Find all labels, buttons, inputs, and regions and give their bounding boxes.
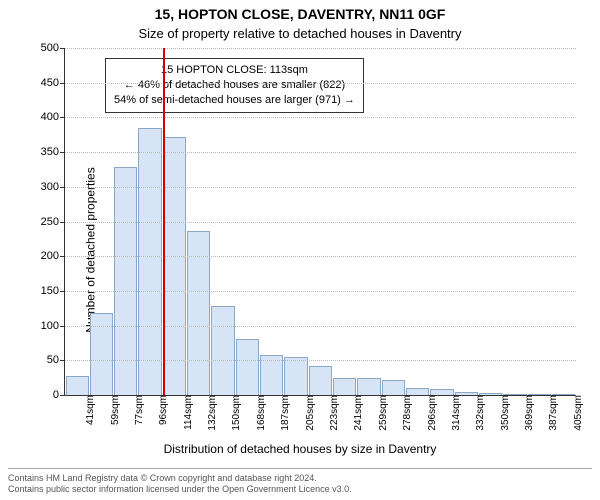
ytick-label: 400 <box>41 111 65 123</box>
gridline <box>65 83 576 84</box>
ytick-label: 0 <box>53 389 65 401</box>
bar <box>138 128 161 395</box>
ytick-label: 250 <box>41 216 65 228</box>
bar <box>236 339 259 395</box>
footer-line1: Contains HM Land Registry data © Crown c… <box>8 473 592 485</box>
xtick-label: 150sqm <box>227 395 242 431</box>
footer-line2: Contains public sector information licen… <box>8 484 592 496</box>
ytick-label: 500 <box>41 42 65 54</box>
xtick-label: 114sqm <box>179 395 194 430</box>
chart-container: 15, HOPTON CLOSE, DAVENTRY, NN11 0GF Siz… <box>0 0 600 500</box>
bar <box>357 378 380 395</box>
bar <box>333 378 356 395</box>
xtick-label: 77sqm <box>130 395 145 425</box>
ytick-label: 200 <box>41 250 65 262</box>
footer: Contains HM Land Registry data © Crown c… <box>8 468 592 496</box>
gridline <box>65 152 576 153</box>
bar <box>66 376 89 395</box>
ytick-label: 50 <box>47 354 65 366</box>
gridline <box>65 256 576 257</box>
bar <box>406 388 429 395</box>
marker-line <box>163 48 165 395</box>
xtick-label: 259sqm <box>374 395 389 431</box>
xtick-label: 205sqm <box>301 395 316 431</box>
xtick-label: 350sqm <box>496 395 511 431</box>
annotation-line1: 15 HOPTON CLOSE: 113sqm <box>114 63 355 78</box>
ytick-label: 450 <box>41 77 65 89</box>
annotation-line3: 54% of semi-detached houses are larger (… <box>114 93 355 108</box>
ytick-label: 300 <box>41 181 65 193</box>
gridline <box>65 291 576 292</box>
xtick-label: 241sqm <box>349 395 364 431</box>
annotation-box: 15 HOPTON CLOSE: 113sqm ← 46% of detache… <box>105 58 364 113</box>
xtick-label: 132sqm <box>203 395 218 431</box>
xtick-label: 405sqm <box>569 395 584 431</box>
chart-title-sub: Size of property relative to detached ho… <box>0 26 600 41</box>
bar <box>309 366 332 395</box>
xtick-label: 278sqm <box>398 395 413 431</box>
plot-area: 15 HOPTON CLOSE: 113sqm ← 46% of detache… <box>64 48 576 396</box>
x-axis-label: Distribution of detached houses by size … <box>0 442 600 456</box>
gridline <box>65 187 576 188</box>
xtick-label: 332sqm <box>471 395 486 431</box>
gridline <box>65 222 576 223</box>
xtick-label: 41sqm <box>81 395 96 425</box>
gridline <box>65 48 576 49</box>
annotation-line2: ← 46% of detached houses are smaller (82… <box>114 78 355 93</box>
ytick-label: 150 <box>41 285 65 297</box>
bar <box>284 357 307 395</box>
bar <box>163 137 186 395</box>
xtick-label: 96sqm <box>154 395 169 425</box>
xtick-label: 387sqm <box>544 395 559 431</box>
gridline <box>65 326 576 327</box>
xtick-label: 187sqm <box>276 395 291 431</box>
gridline <box>65 117 576 118</box>
xtick-label: 314sqm <box>447 395 462 431</box>
bar <box>211 306 234 395</box>
bar <box>382 380 405 395</box>
xtick-label: 296sqm <box>423 395 438 431</box>
gridline <box>65 360 576 361</box>
ytick-label: 350 <box>41 146 65 158</box>
xtick-label: 59sqm <box>106 395 121 425</box>
chart-title-main: 15, HOPTON CLOSE, DAVENTRY, NN11 0GF <box>0 6 600 22</box>
xtick-label: 223sqm <box>325 395 340 431</box>
xtick-label: 168sqm <box>252 395 267 431</box>
xtick-label: 369sqm <box>520 395 535 431</box>
ytick-label: 100 <box>41 320 65 332</box>
